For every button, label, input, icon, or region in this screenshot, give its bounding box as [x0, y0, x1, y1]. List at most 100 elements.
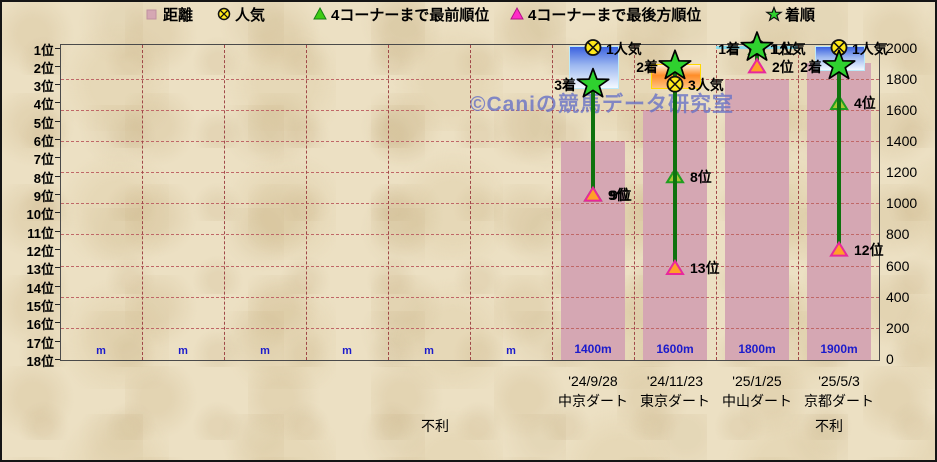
finish-label: 1着 — [718, 40, 740, 57]
gridline-v — [388, 45, 389, 360]
position-range-line — [755, 47, 759, 66]
y-axis-position-label: 5位 — [33, 115, 54, 131]
annotation-label: 不利 — [421, 418, 449, 434]
distance-bar — [725, 78, 789, 361]
y-axis-tick — [55, 139, 60, 141]
rear-position-label: 13位 — [690, 260, 720, 277]
legend-label-2: 4コーナーまで最前順位 — [331, 7, 490, 24]
y-axis-position-label: 11位 — [27, 225, 54, 241]
y-axis-position-label: 16位 — [26, 317, 54, 333]
finish-label: 2着 — [636, 58, 658, 75]
y-axis-tick — [55, 359, 60, 361]
gridline-v — [306, 45, 307, 360]
gridline-v — [224, 45, 225, 360]
rear-position-label: 2位 — [772, 58, 794, 75]
gridline-v — [470, 45, 471, 360]
watermark: ©Caniの競馬データ研究室 — [470, 93, 734, 116]
y-axis-distance-label: 2000 — [886, 39, 918, 56]
distance-bar — [643, 109, 707, 361]
y-axis-tick — [55, 230, 60, 232]
y-axis-position-label: 15位 — [26, 299, 54, 315]
y-axis-distance-label: 400 — [886, 288, 910, 305]
legend: 距離 人気 4コーナーまで最前順位 4コーナーまで最後方順位 着順 — [2, 2, 935, 26]
y-axis-tick — [55, 157, 60, 159]
triangle-rear-icon — [510, 6, 524, 20]
empty-column-unit-label: m — [424, 345, 434, 357]
gridline-v — [798, 45, 799, 360]
y-axis-position-label: 9位 — [33, 189, 54, 205]
x-axis-date-label: '25/1/25 — [732, 373, 782, 389]
gridline-v — [716, 45, 717, 360]
y-axis-position-label: 7位 — [33, 152, 54, 168]
y-axis-position-label: 18位 — [26, 354, 54, 370]
empty-column-unit-label: m — [178, 345, 188, 357]
y-axis-position-label: 2位 — [33, 60, 54, 76]
y-axis-position-label: 12位 — [26, 244, 54, 260]
front-position-label: 9位 — [608, 187, 630, 204]
y-axis-tick — [55, 194, 60, 196]
x-axis-track-label: 東京ダート — [640, 393, 710, 409]
x-axis-date-label: '24/11/23 — [646, 373, 704, 389]
popularity-label: 3人気 — [688, 77, 724, 94]
x-axis-track-label: 京都ダート — [804, 393, 874, 409]
y-axis-tick — [55, 267, 60, 269]
y-axis-tick — [55, 304, 60, 306]
legend-label-3: 4コーナーまで最後方順位 — [528, 7, 702, 24]
rear-position-label: 9位 — [610, 187, 632, 204]
x-axis-track-label: 中京ダート — [558, 393, 628, 409]
front-position-label: 8位 — [690, 168, 712, 185]
y-axis-tick — [55, 84, 60, 86]
front-position-label: 1位 — [772, 40, 794, 57]
x-axis-date-label: '25/5/3 — [818, 373, 860, 389]
distance-bar-label: 1800m — [738, 342, 776, 356]
empty-column-unit-label: m — [506, 345, 516, 357]
popularity-label: 1人気 — [606, 40, 642, 57]
finish-label: 3着 — [554, 77, 576, 94]
y-axis-position-label: 14位 — [26, 280, 54, 296]
y-axis-position-label: 8位 — [33, 170, 54, 186]
empty-column-unit-label: m — [260, 345, 270, 357]
gridline-v — [552, 45, 553, 360]
y-axis-tick — [55, 120, 60, 122]
y-axis-position-label: 1位 — [33, 42, 54, 58]
y-axis-position-label: 4位 — [33, 97, 54, 113]
finish-label: 2着 — [800, 58, 822, 75]
legend-label-1: 人気 — [235, 7, 266, 24]
y-axis-distance-label: 1000 — [886, 195, 918, 212]
distance-bar-label: 1400m — [574, 342, 612, 356]
y-axis-tick — [55, 47, 60, 49]
y-axis-tick — [55, 65, 60, 67]
x-axis-track-label: 中山ダート — [722, 393, 792, 409]
y-axis-position-label: 13位 — [26, 262, 54, 278]
y-axis-position-label: 6位 — [33, 134, 54, 150]
y-axis-distance-label: 1600 — [886, 101, 918, 118]
gridline-v — [634, 45, 635, 360]
y-axis-distance-label: 800 — [886, 226, 910, 243]
y-axis-position-label: 17位 — [26, 335, 54, 351]
gridline-v — [142, 45, 143, 360]
y-axis-tick — [55, 285, 60, 287]
star-icon — [765, 5, 783, 22]
y-axis-tick — [55, 322, 60, 324]
y-axis-tick — [55, 249, 60, 251]
y-axis-tick — [55, 102, 60, 104]
empty-column-unit-label: m — [342, 345, 352, 357]
popularity-label: 1人気 — [852, 40, 888, 57]
front-position-label: 4位 — [854, 95, 876, 112]
distance-bar-label: 1600m — [656, 342, 694, 356]
rear-position-marker — [747, 57, 767, 74]
y-axis-tick — [55, 340, 60, 342]
y-axis-distance-label: 0 — [886, 351, 894, 367]
empty-column-unit-label: m — [96, 345, 106, 357]
y-axis-tick — [55, 212, 60, 214]
y-axis-distance-label: 1400 — [886, 132, 918, 149]
annotation-label: 不利 — [815, 418, 843, 434]
distance-bar-label: 1900m — [820, 342, 858, 356]
y-axis-position-label: 3位 — [33, 79, 54, 95]
square-icon — [146, 9, 157, 20]
y-axis-distance-label: 600 — [886, 257, 910, 274]
legend-label-4: 着順 — [785, 7, 816, 24]
rear-position-label: 12位 — [854, 242, 884, 259]
y-axis-distance-label: 1800 — [886, 70, 918, 87]
